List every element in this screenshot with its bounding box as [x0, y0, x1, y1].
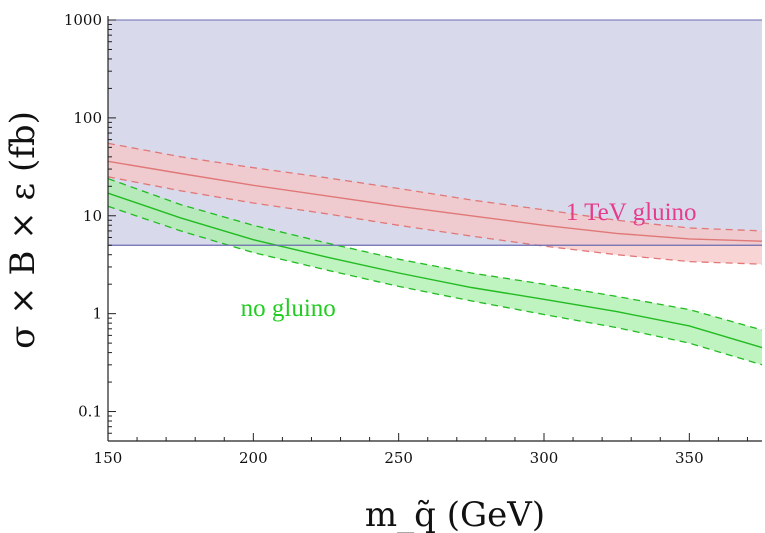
x-tick-label: 250	[384, 449, 413, 467]
gluino-upper-line	[107, 142, 763, 232]
y-tick-label: 1000	[64, 11, 102, 29]
y-axis-title: σ × B × ε (fb)	[3, 111, 43, 349]
y-tick-label: 1	[92, 305, 102, 323]
gluino-central-line	[107, 160, 763, 242]
x-axis-title: m_q̃ (GeV)	[365, 495, 545, 533]
y-tick-label: 0.1	[78, 403, 102, 421]
gluino-band-label: 1 TeV gluino	[566, 199, 697, 226]
gluino-lower-line	[107, 176, 763, 265]
x-tick-label: 300	[530, 449, 559, 467]
no-gluino-band-label: no gluino	[241, 295, 336, 322]
gluino-band	[108, 143, 762, 265]
x-tick-label: 350	[675, 449, 704, 467]
no-gluino-band	[108, 178, 762, 365]
axes-layer: 150 200 250 300 350 0.1 1 10 100 1000	[64, 11, 762, 467]
annotations-layer: 1 TeV gluino no gluino	[241, 199, 697, 322]
no-gluino-central-line	[107, 192, 763, 349]
no-gluino-lower-line	[107, 205, 763, 366]
bands-layer	[107, 142, 763, 366]
x-tick-label: 200	[239, 449, 268, 467]
y-tick-label: 10	[83, 207, 102, 225]
y-tick-label: 100	[73, 109, 102, 127]
x-tick-label: 150	[94, 449, 123, 467]
no-gluino-upper-line	[107, 177, 763, 331]
